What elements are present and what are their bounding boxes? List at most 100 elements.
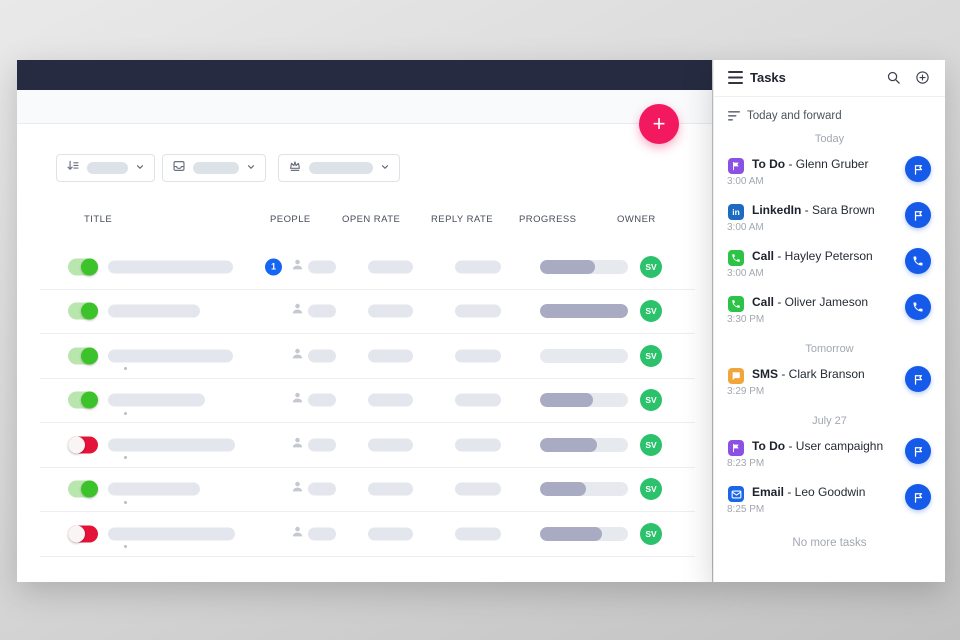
campaign-toggle[interactable] xyxy=(68,391,98,409)
column-header-owner[interactable]: OWNER xyxy=(617,214,656,225)
owner-avatar[interactable]: SV xyxy=(640,478,662,501)
task-item[interactable]: Call - Oliver Jameson 3:30 PM xyxy=(714,290,945,336)
campaign-subtitle-dot xyxy=(124,411,127,415)
add-campaign-button[interactable]: + xyxy=(639,104,679,144)
table-row[interactable]: SV xyxy=(40,334,695,379)
chevron-down-icon xyxy=(380,159,390,177)
owner-avatar[interactable]: SV xyxy=(640,300,662,323)
task-time: 3:00 AM xyxy=(727,222,764,233)
owner-avatar[interactable]: SV xyxy=(640,389,662,412)
campaign-toggle[interactable] xyxy=(68,258,98,276)
people-count-placeholder xyxy=(308,393,336,407)
campaign-toggle[interactable] xyxy=(68,347,98,365)
owner-avatar[interactable]: SV xyxy=(640,433,662,456)
task-item[interactable]: SMS - Clark Branson 3:29 PM xyxy=(714,362,945,408)
task-item[interactable]: Call - Hayley Peterson 3:00 AM xyxy=(714,244,945,290)
tasks-header: Tasks xyxy=(714,60,945,97)
reply-rate-placeholder xyxy=(455,482,501,496)
person-icon xyxy=(291,347,304,365)
people-count-placeholder xyxy=(308,260,336,274)
reply-rate-placeholder xyxy=(455,349,501,363)
tasks-range-filter[interactable]: Today and forward xyxy=(714,106,945,126)
mail-icon xyxy=(728,486,744,502)
open-rate-placeholder xyxy=(368,349,413,363)
menu-icon[interactable] xyxy=(728,71,743,89)
inbox-icon xyxy=(172,159,186,178)
toggle-knob xyxy=(81,391,98,409)
add-task-icon[interactable] xyxy=(915,70,930,90)
tasks-section: July 27 To Do - User campaighn 8:23 PM E… xyxy=(714,408,945,526)
table-row[interactable]: SV xyxy=(40,423,695,468)
flag-icon xyxy=(728,158,744,174)
campaign-toggle[interactable] xyxy=(68,525,98,543)
task-action-flag-button[interactable] xyxy=(905,156,931,182)
task-action-flag-button[interactable] xyxy=(905,438,931,464)
flag-icon xyxy=(728,440,744,456)
open-rate-placeholder xyxy=(368,527,413,541)
campaign-toggle[interactable] xyxy=(68,436,98,454)
table-row[interactable]: SV xyxy=(40,379,695,423)
table-row[interactable]: SV xyxy=(40,512,695,557)
progress-bar xyxy=(540,304,628,319)
table-header: TITLE PEOPLE OPEN RATE REPLY RATE PROGRE… xyxy=(17,214,712,228)
column-header-reply-rate[interactable]: REPLY RATE xyxy=(431,214,494,225)
owner-avatar[interactable]: SV xyxy=(640,522,662,545)
campaign-toggle[interactable] xyxy=(68,480,98,498)
tasks-range-label: Today and forward xyxy=(747,110,842,122)
campaign-title-placeholder xyxy=(108,527,235,541)
open-rate-placeholder xyxy=(368,304,413,318)
new-count-badge: 1 xyxy=(265,258,282,276)
task-item[interactable]: To Do - User campaighn 8:23 PM xyxy=(714,434,945,480)
campaign-title-placeholder xyxy=(108,304,200,318)
section-label: Tomorrow xyxy=(805,343,854,355)
progress-fill xyxy=(540,526,602,541)
campaign-title-placeholder xyxy=(108,349,233,363)
campaign-toggle[interactable] xyxy=(68,302,98,320)
table-row[interactable]: SV xyxy=(40,290,695,334)
task-item[interactable]: Email - Leo Goodwin 8:25 PM xyxy=(714,480,945,526)
task-action-flag-button[interactable] xyxy=(905,366,931,392)
toggle-knob xyxy=(81,258,98,276)
owner-filter-dropdown[interactable] xyxy=(278,154,400,182)
owner-avatar[interactable]: SV xyxy=(640,344,662,367)
task-time: 8:25 PM xyxy=(727,504,765,515)
person-icon xyxy=(291,525,304,543)
filter-placeholder xyxy=(193,162,239,174)
column-header-progress[interactable]: PROGRESS xyxy=(519,214,577,225)
campaign-subtitle-dot xyxy=(124,456,127,459)
progress-fill xyxy=(540,482,586,497)
table-row[interactable]: 1 SV xyxy=(40,245,695,290)
task-label: Email - Leo Goodwin xyxy=(752,485,866,499)
task-label: Call - Oliver Jameson xyxy=(752,295,869,309)
reply-rate-placeholder xyxy=(455,393,501,407)
progress-bar xyxy=(540,482,628,497)
owner-avatar[interactable]: SV xyxy=(640,255,662,278)
campaign-title-placeholder xyxy=(108,393,205,407)
tasks-footer: No more tasks xyxy=(792,537,867,549)
person-icon xyxy=(291,436,304,454)
person-icon xyxy=(291,258,304,276)
campaign-subtitle-dot xyxy=(124,500,127,504)
task-action-phone-button[interactable] xyxy=(905,248,931,274)
column-header-people[interactable]: PEOPLE xyxy=(270,214,311,225)
task-action-phone-button[interactable] xyxy=(905,294,931,320)
table-row[interactable]: SV xyxy=(40,468,695,512)
tasks-section: Tomorrow SMS - Clark Branson 3:29 PM xyxy=(714,336,945,408)
progress-fill xyxy=(540,437,598,452)
table-rows: 1 SV SV SV xyxy=(17,245,712,557)
task-item[interactable]: To Do - Glenn Gruber 3:00 AM xyxy=(714,152,945,198)
people-count-placeholder xyxy=(308,482,336,496)
campaign-subtitle-dot xyxy=(124,367,127,370)
tasks-panel: Tasks Today and forward Today To Do - Gl… xyxy=(713,60,945,582)
column-header-open-rate[interactable]: OPEN RATE xyxy=(342,214,401,225)
task-action-flag-button[interactable] xyxy=(905,202,931,228)
tasks-title: Tasks xyxy=(750,70,786,85)
column-header-title[interactable]: TITLE xyxy=(84,214,113,225)
inbox-filter-dropdown[interactable] xyxy=(162,154,266,182)
campaign-title-placeholder xyxy=(108,482,200,496)
task-item[interactable]: in LinkedIn - Sara Brown 3:00 AM xyxy=(714,198,945,244)
search-icon[interactable] xyxy=(886,70,901,90)
task-action-flag-button[interactable] xyxy=(905,484,931,510)
filter-lines-icon xyxy=(728,111,740,121)
sort-filter-dropdown[interactable] xyxy=(56,154,155,182)
